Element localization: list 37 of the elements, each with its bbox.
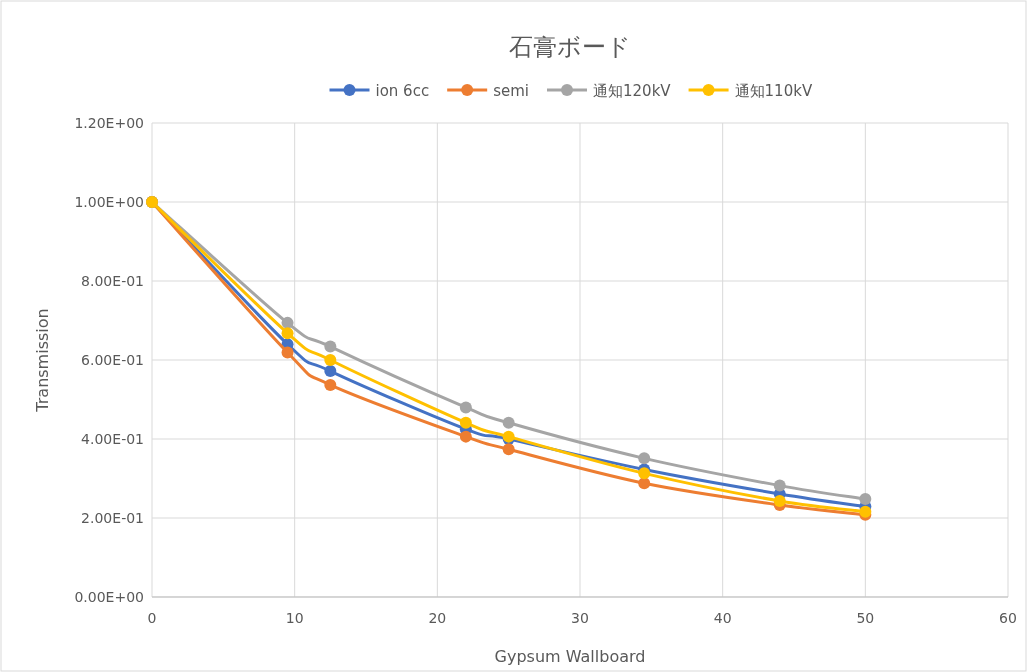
legend-label: 通知120kV [593,82,672,100]
point [459,416,472,429]
x-tick-label: 20 [428,610,447,626]
y-axis-title: Transmission [33,308,52,413]
y-tick-label: 4.00E-01 [81,431,144,447]
x-tick-label: 50 [856,610,875,626]
point [638,477,651,490]
point [638,452,651,465]
x-tick-label: 30 [571,610,589,626]
x-tick-label: 10 [285,610,304,626]
point [324,340,337,353]
y-tick-label: 2.00E-01 [81,510,144,526]
point [859,493,872,506]
point [459,430,472,443]
y-tick-label: 0.00E+00 [74,589,144,605]
point [502,443,515,456]
x-tick-label: 60 [999,610,1017,626]
point [773,479,786,492]
x-tick-label: 40 [713,610,732,626]
point [324,354,337,366]
y-tick-label: 1.00E+00 [74,194,144,210]
point [281,346,294,359]
y-tick-label: 6.00E-01 [81,352,144,368]
point [502,416,515,429]
point [281,327,294,340]
chart-title: 石膏ボード [509,33,631,61]
point [459,401,472,414]
y-tick-label: 1.20E+00 [74,115,144,131]
y-tick-label: 8.00E-01 [81,273,144,289]
legend-label: semi [493,82,529,100]
x-tick-label: 0 [147,610,157,626]
point [638,467,651,480]
legend-label: 通知110kV [734,82,813,100]
point [324,378,337,391]
point [324,365,337,378]
x-axis-title: Gypsum Wallboard [494,647,646,666]
legend-label: ion 6cc [375,82,430,100]
